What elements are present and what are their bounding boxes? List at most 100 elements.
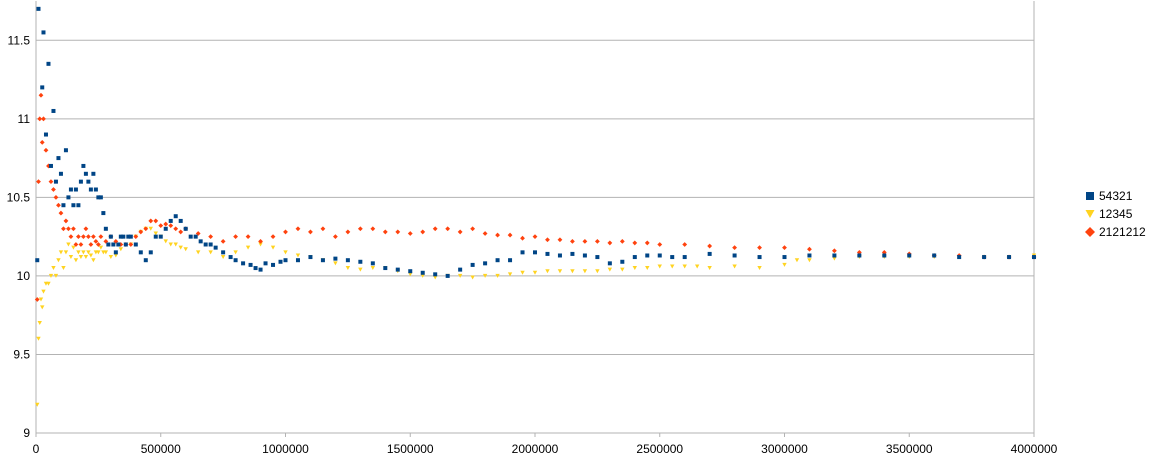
data-point	[495, 273, 500, 278]
data-point	[36, 336, 41, 341]
data-point	[193, 234, 198, 239]
data-point	[86, 250, 91, 255]
y-tick-label: 10	[17, 269, 31, 283]
data-point	[208, 234, 214, 240]
data-point	[98, 245, 104, 250]
data-point	[283, 250, 288, 255]
data-point	[66, 226, 71, 232]
data-point	[195, 231, 201, 236]
legend: 54321 12345 2121212	[1085, 189, 1146, 239]
data-point	[220, 238, 226, 244]
data-point	[982, 255, 987, 260]
data-point	[53, 179, 58, 184]
data-point	[83, 171, 88, 176]
data-point	[153, 218, 159, 224]
data-point	[358, 267, 363, 272]
y-tick-label: 9	[23, 426, 30, 440]
data-point	[38, 297, 44, 302]
data-point	[34, 297, 40, 302]
data-point	[78, 255, 84, 260]
data-point	[63, 148, 68, 153]
data-point	[582, 269, 588, 274]
data-point	[682, 242, 688, 247]
data-point	[58, 171, 63, 176]
data-point	[607, 267, 613, 272]
data-point	[61, 266, 66, 271]
data-point	[183, 247, 188, 252]
data-point	[233, 258, 238, 263]
data-point	[43, 147, 49, 153]
data-point	[245, 245, 251, 250]
data-point	[258, 267, 263, 272]
data-point	[91, 171, 96, 176]
data-point	[644, 240, 650, 246]
data-point	[420, 273, 425, 278]
y-tick-labels: 9 9.5 10 10.5 11 11.5	[7, 33, 31, 440]
data-point	[101, 211, 106, 216]
data-point	[545, 237, 550, 243]
data-point	[203, 242, 208, 247]
data-point	[53, 194, 59, 200]
data-point	[263, 261, 268, 266]
data-point	[81, 234, 86, 240]
data-point	[98, 234, 104, 240]
data-point	[832, 248, 837, 254]
data-point	[228, 255, 233, 260]
x-tick-label: 2000000	[512, 442, 559, 456]
data-point	[545, 269, 550, 274]
data-point	[58, 210, 64, 216]
data-point	[178, 245, 183, 250]
data-point	[58, 250, 64, 255]
x-tick-label: 500000	[141, 442, 181, 456]
data-point	[782, 262, 787, 267]
data-point	[51, 108, 56, 113]
data-point	[158, 234, 163, 239]
x-tick-label: 3500000	[886, 442, 933, 456]
data-point	[557, 253, 562, 258]
data-point	[86, 179, 91, 184]
data-point	[358, 259, 363, 264]
data-point	[51, 187, 56, 192]
data-point	[395, 229, 401, 235]
data-point	[148, 218, 154, 224]
data-point	[76, 250, 81, 255]
data-point	[48, 163, 53, 168]
data-point	[657, 264, 662, 269]
legend-label: 12345	[1099, 207, 1133, 221]
data-point	[345, 266, 351, 271]
data-point	[619, 238, 625, 244]
data-point	[957, 255, 962, 260]
data-point	[445, 273, 450, 278]
data-point	[188, 234, 193, 239]
data-point	[632, 240, 638, 246]
data-point	[73, 187, 78, 192]
data-point	[153, 234, 158, 239]
data-point	[495, 232, 500, 238]
data-point	[283, 229, 288, 235]
data-point	[51, 266, 56, 271]
data-point	[158, 223, 164, 229]
data-point	[832, 253, 837, 258]
data-point	[113, 250, 118, 255]
data-point	[557, 237, 563, 243]
data-point	[470, 226, 476, 232]
data-point	[43, 132, 48, 137]
y-tick-label: 11	[18, 112, 31, 126]
data-point	[61, 226, 66, 232]
data-point	[83, 226, 89, 232]
data-point	[81, 250, 86, 255]
data-point	[121, 234, 126, 239]
legend-item: 2121212	[1085, 225, 1146, 239]
data-point	[71, 226, 76, 232]
data-point	[707, 251, 712, 256]
data-point	[71, 203, 76, 208]
data-point	[533, 250, 537, 255]
data-point	[71, 245, 76, 250]
data-point	[782, 245, 787, 251]
data-point	[76, 203, 81, 208]
data-point	[123, 242, 128, 247]
data-point	[183, 226, 188, 231]
data-point	[357, 226, 363, 232]
data-point	[732, 253, 737, 258]
data-point	[882, 253, 887, 258]
